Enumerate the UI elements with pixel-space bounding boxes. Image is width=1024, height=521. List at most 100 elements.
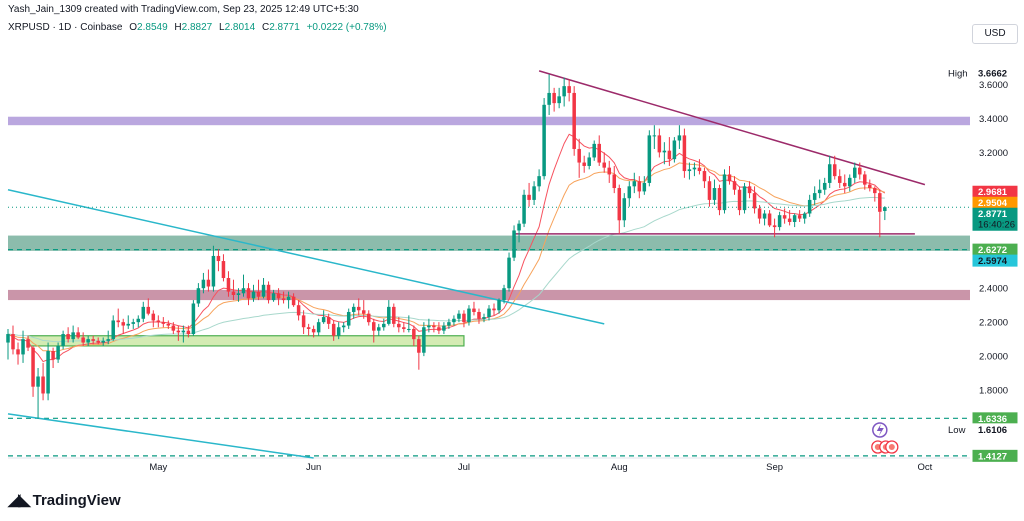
candle-body	[632, 181, 637, 187]
ohlc-high-value: 2.8827	[181, 22, 213, 33]
x-tick-label-may: May	[149, 462, 167, 473]
candle	[417, 335, 421, 370]
candle	[341, 322, 346, 333]
candle-body	[427, 325, 431, 328]
candle	[477, 308, 481, 324]
candle-body	[467, 308, 471, 323]
ema-mid-line	[7, 162, 885, 353]
currency-button[interactable]: USD	[972, 24, 1018, 44]
candle-body	[231, 291, 236, 295]
candle	[467, 305, 471, 326]
candle-body	[346, 311, 351, 326]
candle	[221, 254, 226, 282]
candle	[772, 218, 777, 238]
candle-body	[11, 334, 15, 350]
candle-body	[86, 339, 90, 343]
candle-body	[477, 311, 481, 319]
y-tick-label: 3.4000	[979, 114, 1008, 125]
candle-body	[271, 293, 276, 301]
candle-body	[121, 322, 125, 326]
candle-body	[31, 347, 35, 387]
candle-body	[201, 279, 206, 289]
candle-body	[742, 186, 747, 211]
candle-body	[652, 135, 657, 137]
candle-body	[592, 143, 596, 158]
candle-body	[802, 213, 807, 219]
candle-body	[772, 225, 777, 228]
candle-body	[306, 327, 311, 329]
candle	[291, 293, 296, 307]
candle	[732, 176, 737, 195]
ohlc-high-key: H	[174, 22, 182, 33]
candle	[627, 181, 632, 207]
candle	[797, 210, 802, 222]
candle	[707, 176, 712, 207]
candle	[878, 189, 882, 238]
x-tick-label-sep: Sep	[766, 462, 783, 473]
channel-upper	[7, 188, 605, 325]
candle	[96, 337, 100, 345]
candle	[442, 322, 446, 335]
candle-body	[66, 334, 70, 340]
price-tag-box	[972, 67, 1018, 80]
price-tag: 1.6336	[972, 412, 1018, 425]
candle	[66, 327, 70, 343]
candle	[166, 320, 171, 329]
candle	[512, 225, 516, 262]
candle-body	[372, 322, 376, 331]
candle-body	[883, 207, 887, 211]
candle	[858, 162, 862, 180]
candle	[16, 342, 20, 365]
candle	[567, 79, 571, 102]
candle-body	[752, 193, 757, 209]
candle-body	[377, 327, 381, 331]
candle-body	[191, 303, 196, 335]
candle-body	[276, 293, 281, 299]
descending-resistance	[538, 70, 926, 186]
candle-body	[612, 174, 617, 189]
symbol-legend: XRPUSD · 1D · Coinbase O2.8549 H2.8827 L…	[8, 22, 387, 33]
ohlc-close-value: 2.8771	[269, 22, 300, 33]
symbol-title[interactable]: XRPUSD · 1D · Coinbase	[8, 22, 123, 33]
candle-body	[76, 332, 80, 338]
y-tick-label: 3.6000	[979, 80, 1008, 91]
price-tag-label: 1.4127	[978, 451, 1007, 462]
candle	[622, 193, 627, 228]
brand-name: TradingView	[32, 491, 121, 509]
candle	[597, 135, 601, 166]
candle-body	[326, 317, 331, 324]
candle	[296, 300, 301, 321]
candle-body	[41, 376, 45, 394]
candle-body	[311, 328, 316, 333]
candle-body	[712, 188, 717, 200]
candle	[266, 281, 271, 304]
candle	[842, 174, 847, 194]
candle	[397, 317, 401, 333]
candle-body	[817, 189, 822, 194]
candle-body	[206, 279, 211, 287]
support-zone-maroon	[8, 289, 970, 301]
candle	[402, 322, 406, 333]
candle-body	[432, 325, 436, 328]
candle-body	[36, 376, 40, 387]
candle	[497, 298, 501, 314]
tradingview-logo[interactable]: ◢◣ TradingView	[8, 490, 121, 510]
candle-body	[91, 339, 95, 341]
candle-body	[662, 150, 667, 153]
price-tag-prefix: High	[948, 69, 968, 80]
candle	[276, 288, 281, 306]
candle	[136, 315, 141, 328]
candle-body	[812, 193, 817, 200]
candle	[427, 318, 431, 333]
ohlc-open-key: O	[129, 22, 138, 33]
candle	[607, 160, 612, 183]
candle	[236, 288, 241, 302]
candle	[587, 152, 591, 170]
candle	[51, 347, 55, 369]
y-tick-label: 2.0000	[979, 352, 1008, 363]
candle	[251, 284, 256, 302]
candle	[517, 220, 521, 243]
candle-body	[141, 306, 146, 319]
candle-body	[657, 135, 662, 153]
